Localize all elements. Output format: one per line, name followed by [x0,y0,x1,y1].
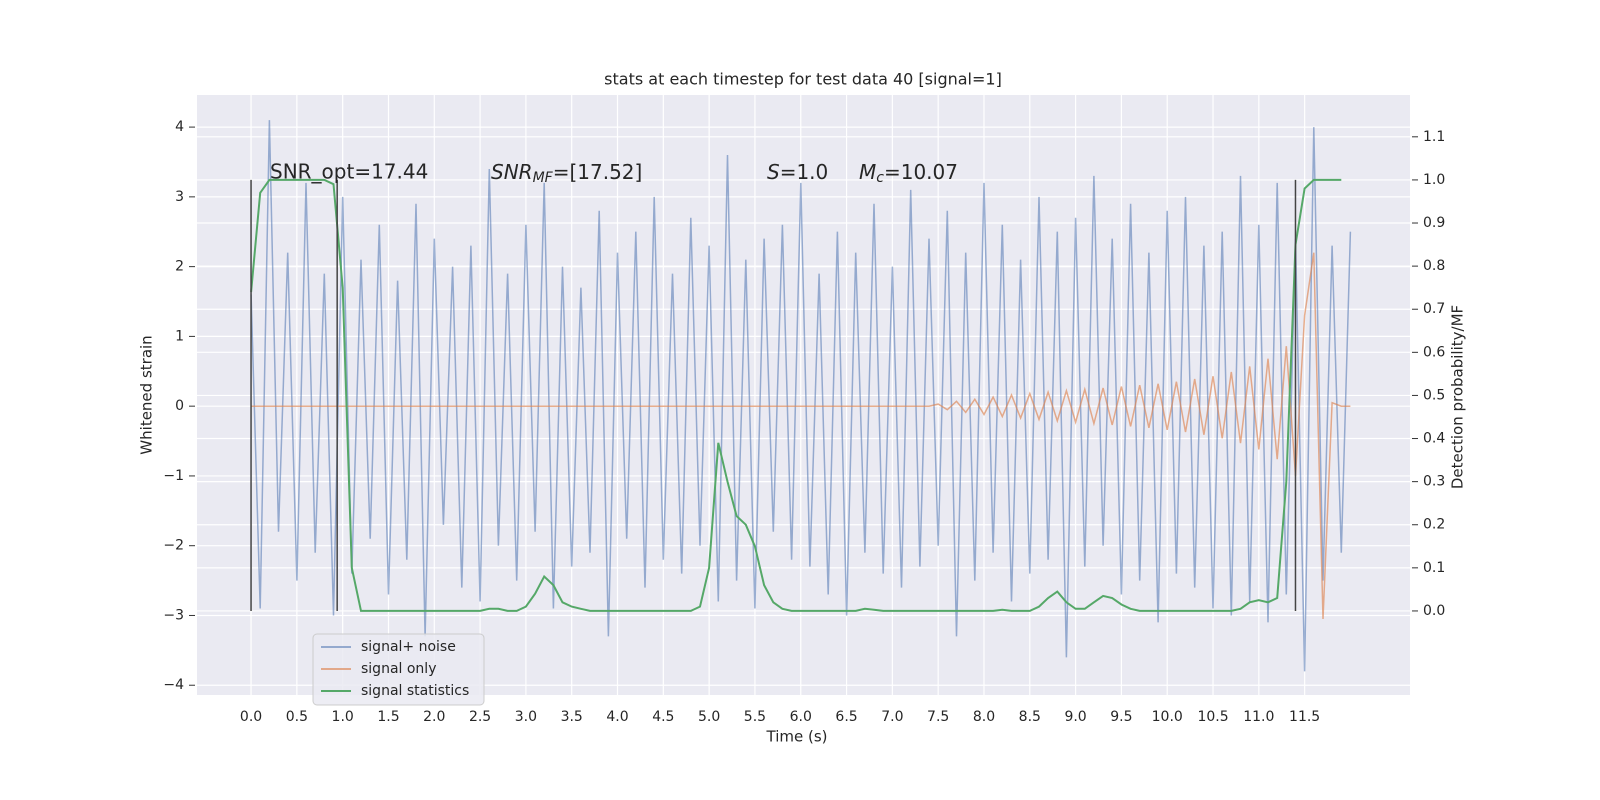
y2-tick-label: 0.3 [1423,474,1445,490]
x-tick-label: 0.0 [240,709,262,725]
x-tick-label: 1.0 [332,709,354,725]
y2-tick-label: 0.1 [1423,560,1445,576]
y2-tick-label: 0.7 [1423,301,1445,317]
y2-tick-label: 0.2 [1423,517,1445,533]
annotation: SNRMF=[17.52] [491,160,642,187]
y2-tick-label: 1.0 [1423,172,1445,188]
y-tick-label: −4 [163,677,184,693]
x-tick-label: 5.5 [744,709,766,725]
annotation-rest: =1.0 [780,160,829,184]
annotation-main: SNR [491,160,533,184]
series-line [251,252,1351,620]
x-tick-label: 10.0 [1152,709,1183,725]
x-tick-label: 1.5 [377,709,399,725]
annotation-sub: MF [533,170,554,186]
annotation-rest: =10.07 [884,160,958,184]
legend-label: signal only [361,661,436,677]
x-tick-label: 8.5 [1019,709,1041,725]
chart-title: stats at each timestep for test data 40 … [604,70,1002,89]
y-tick-label: 1 [175,328,184,344]
annotation: SNR_opt=17.44 [270,160,428,184]
legend-box [312,633,485,706]
x-tick-label: 9.0 [1064,709,1086,725]
x-tick-label: 11.0 [1243,709,1274,725]
x-tick-label: 3.5 [561,709,583,725]
y-tick-label: −2 [163,538,184,554]
y2-tick-label: 0.6 [1423,344,1445,360]
y-tick-label: 2 [175,259,184,275]
series-line [250,120,1352,672]
series-line [250,178,1342,612]
annotation: S=1.0 [767,160,828,184]
x-tick-label: 5.0 [698,709,720,725]
y2-tick-label: 1.1 [1423,129,1445,145]
annotation: Mc=10.07 [859,160,958,187]
x-tick-label: 7.5 [927,709,949,725]
y2-tick-label: 0.0 [1423,603,1445,619]
y-tick-label: −3 [163,607,184,623]
y-tick-label: 0 [175,398,184,414]
x-tick-label: 3.0 [515,709,537,725]
x-tick-label: 2.5 [469,709,491,725]
y-tick-label: −1 [163,468,184,484]
y2-tick-label: 0.4 [1423,431,1445,447]
x-axis-label: Time (s) [766,728,828,746]
y-axis-label: Whitened strain [138,335,156,454]
plot-area [197,95,1410,695]
x-tick-label: 2.0 [423,709,445,725]
legend-label: signal statistics [361,683,469,699]
annotation-main: M [859,160,876,184]
x-tick-label: 6.0 [790,709,812,725]
x-tick-label: 10.5 [1197,709,1228,725]
x-tick-label: 11.5 [1289,709,1320,725]
x-tick-label: 9.5 [1110,709,1132,725]
legend-label: signal+ noise [361,639,456,655]
x-tick-label: 4.0 [606,709,628,725]
x-tick-label: 6.5 [835,709,857,725]
x-tick-label: 8.0 [973,709,995,725]
annotation-sub: c [876,170,884,186]
y2-tick-label: 0.8 [1423,258,1445,274]
x-tick-label: 0.5 [286,709,308,725]
series-layer [250,120,1352,672]
annotation-rest: =[17.52] [553,160,643,184]
y2-axis-label: Detection probability/MF [1449,305,1467,489]
y2-tick-label: 0.5 [1423,387,1445,403]
y-tick-label: 3 [175,189,184,205]
y-tick-label: 4 [175,119,184,135]
y2-tick-label: 0.9 [1423,215,1445,231]
annotation-main: S [767,160,780,184]
x-tick-label: 4.5 [652,709,674,725]
x-tick-label: 7.0 [881,709,903,725]
